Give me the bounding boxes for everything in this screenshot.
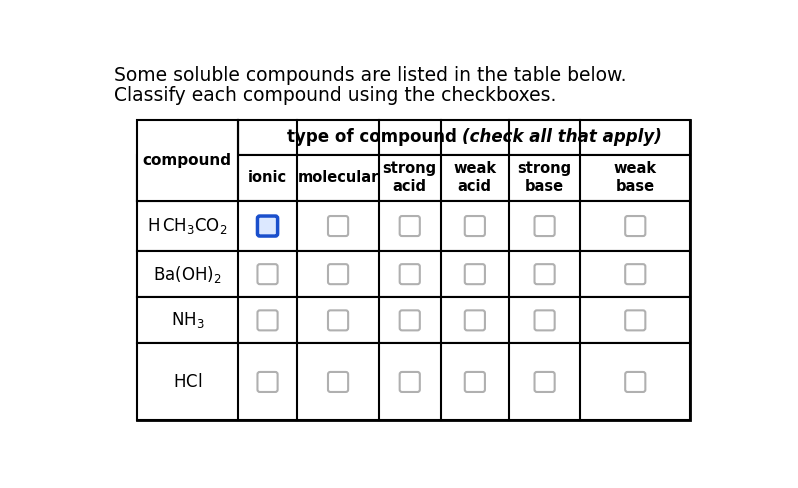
Text: Classify each compound using the checkboxes.: Classify each compound using the checkbo… [113, 85, 556, 104]
FancyBboxPatch shape [535, 216, 555, 236]
Text: $\mathrm{HCl}$: $\mathrm{HCl}$ [172, 373, 202, 391]
FancyBboxPatch shape [328, 372, 348, 392]
FancyBboxPatch shape [535, 264, 555, 284]
Text: (check all that apply): (check all that apply) [463, 128, 662, 146]
FancyBboxPatch shape [258, 264, 278, 284]
FancyBboxPatch shape [625, 216, 646, 236]
FancyBboxPatch shape [258, 216, 278, 236]
FancyBboxPatch shape [464, 216, 485, 236]
Bar [137, 251, 690, 297]
Text: type of compound: type of compound [286, 128, 463, 146]
Text: strong
base: strong base [518, 162, 571, 194]
Text: molecular: molecular [298, 170, 379, 185]
Text: $\mathrm{NH_3}$: $\mathrm{NH_3}$ [171, 310, 204, 330]
Bar [137, 344, 690, 421]
FancyBboxPatch shape [258, 310, 278, 330]
FancyBboxPatch shape [400, 216, 420, 236]
Text: ionic: ionic [248, 170, 287, 185]
Text: compound: compound [143, 153, 232, 168]
FancyBboxPatch shape [328, 216, 348, 236]
FancyBboxPatch shape [464, 264, 485, 284]
Bar [238, 120, 690, 155]
Bar [137, 120, 238, 201]
FancyBboxPatch shape [328, 264, 348, 284]
FancyBboxPatch shape [625, 310, 646, 330]
FancyBboxPatch shape [625, 264, 646, 284]
FancyBboxPatch shape [464, 310, 485, 330]
Bar [137, 297, 690, 344]
FancyBboxPatch shape [535, 310, 555, 330]
FancyBboxPatch shape [400, 264, 420, 284]
FancyBboxPatch shape [464, 372, 485, 392]
Bar [137, 201, 690, 251]
FancyBboxPatch shape [328, 310, 348, 330]
FancyBboxPatch shape [400, 310, 420, 330]
FancyBboxPatch shape [625, 372, 646, 392]
Text: strong
acid: strong acid [383, 162, 437, 194]
Text: $\mathrm{H\,CH_3CO_2}$: $\mathrm{H\,CH_3CO_2}$ [147, 216, 227, 236]
Text: weak
base: weak base [614, 162, 657, 194]
FancyBboxPatch shape [535, 372, 555, 392]
Text: weak
acid: weak acid [453, 162, 496, 194]
FancyBboxPatch shape [400, 372, 420, 392]
Text: Some soluble compounds are listed in the table below.: Some soluble compounds are listed in the… [113, 66, 626, 85]
Bar [137, 155, 690, 201]
Text: $\mathrm{Ba(OH)_2}$: $\mathrm{Ba(OH)_2}$ [153, 264, 222, 285]
FancyBboxPatch shape [258, 372, 278, 392]
Bar [137, 120, 690, 421]
